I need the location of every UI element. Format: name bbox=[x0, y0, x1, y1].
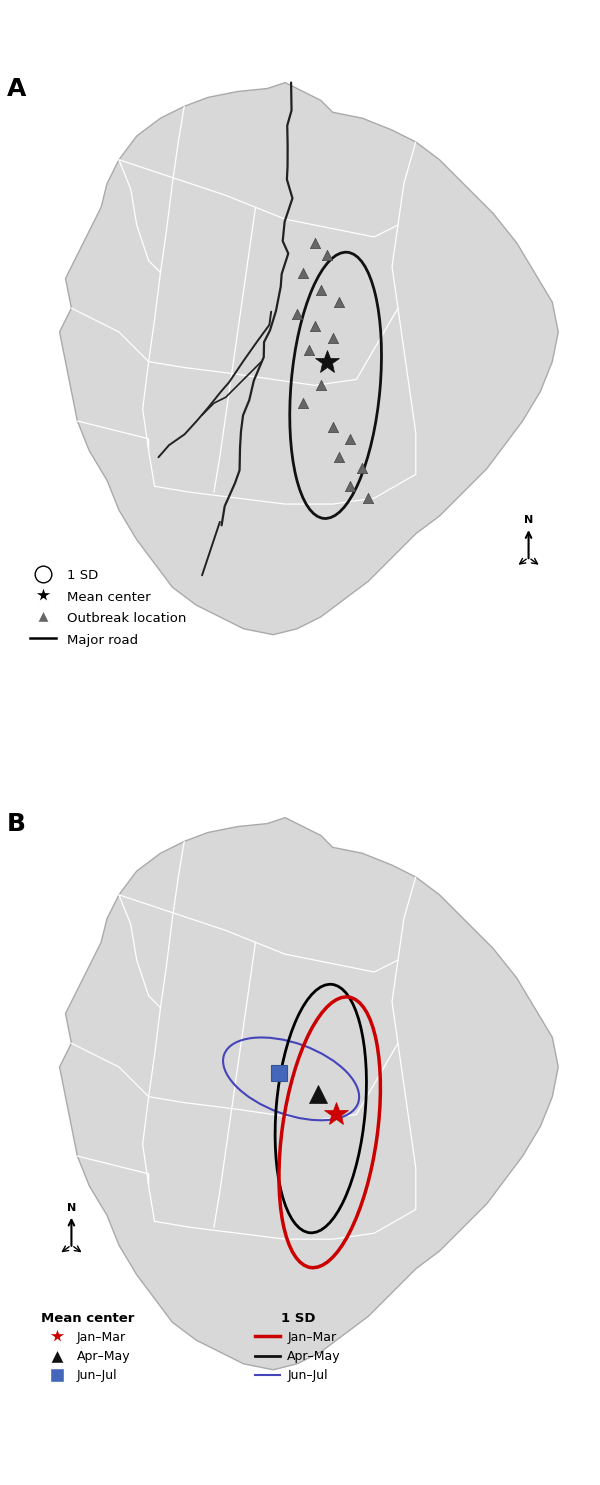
Point bbox=[334, 444, 343, 468]
Point bbox=[310, 232, 320, 255]
Point bbox=[328, 414, 337, 438]
Point bbox=[346, 474, 355, 497]
Point bbox=[316, 373, 326, 396]
Text: A: A bbox=[7, 77, 26, 101]
Point bbox=[298, 261, 308, 285]
Point bbox=[334, 291, 343, 315]
Legend: 1 SD, Mean center, Outbreak location, Major road: 1 SD, Mean center, Outbreak location, Ma… bbox=[25, 563, 191, 652]
Point bbox=[346, 426, 355, 450]
Point bbox=[292, 303, 302, 327]
Point bbox=[304, 339, 314, 362]
Point bbox=[316, 279, 326, 303]
Point bbox=[298, 391, 308, 414]
Legend: Jan–Mar, Apr–May, Jun–Jul: Jan–Mar, Apr–May, Jun–Jul bbox=[250, 1307, 346, 1387]
Point bbox=[310, 315, 320, 339]
Text: N: N bbox=[524, 515, 533, 526]
Point bbox=[322, 244, 332, 267]
Point bbox=[328, 327, 337, 350]
Polygon shape bbox=[59, 83, 558, 634]
Point bbox=[364, 486, 373, 509]
Text: B: B bbox=[7, 812, 26, 836]
Text: N: N bbox=[67, 1203, 76, 1213]
Point bbox=[358, 456, 367, 480]
Polygon shape bbox=[59, 818, 558, 1369]
